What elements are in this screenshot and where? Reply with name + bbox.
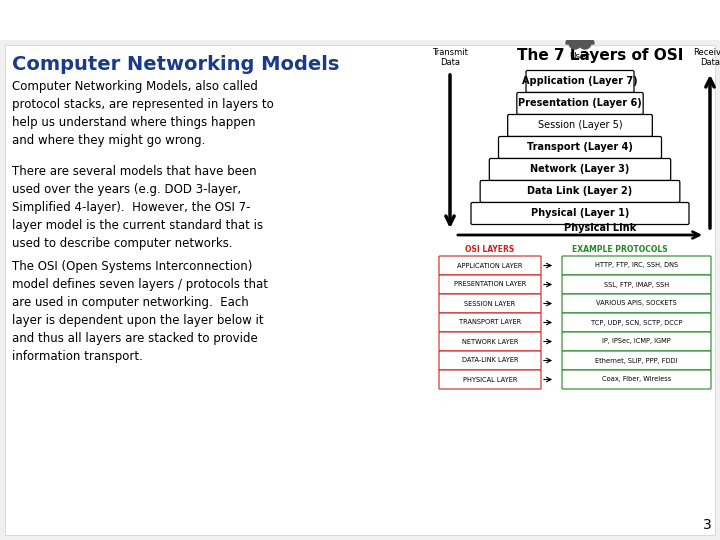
FancyBboxPatch shape (439, 313, 541, 332)
FancyBboxPatch shape (526, 71, 634, 92)
Text: DATA-LINK LAYER: DATA-LINK LAYER (462, 357, 518, 363)
FancyBboxPatch shape (439, 256, 541, 275)
Wedge shape (566, 35, 584, 44)
Text: NETWORK LAYER: NETWORK LAYER (462, 339, 518, 345)
Text: User: User (570, 52, 590, 61)
FancyBboxPatch shape (562, 275, 711, 294)
Text: SSL, FTP, IMAP, SSH: SSL, FTP, IMAP, SSH (604, 281, 669, 287)
Text: OSI LAYERS: OSI LAYERS (465, 245, 515, 254)
Text: Application (Layer 7): Application (Layer 7) (522, 77, 638, 86)
FancyBboxPatch shape (562, 370, 711, 389)
Text: SESSION LAYER: SESSION LAYER (464, 300, 516, 307)
FancyBboxPatch shape (562, 294, 711, 313)
FancyBboxPatch shape (562, 351, 711, 370)
Text: The 7 Layers of OSI: The 7 Layers of OSI (517, 48, 683, 63)
FancyBboxPatch shape (439, 370, 541, 389)
Text: TCP, UDP, SCN, SCTP, DCCP: TCP, UDP, SCN, SCTP, DCCP (590, 320, 683, 326)
Text: Presentation (Layer 6): Presentation (Layer 6) (518, 98, 642, 109)
FancyBboxPatch shape (471, 202, 689, 225)
Text: APPLICATION LAYER: APPLICATION LAYER (457, 262, 523, 268)
Text: Computer Networking Models, also called
protocol stacks, are represented in laye: Computer Networking Models, also called … (12, 80, 274, 147)
FancyBboxPatch shape (562, 256, 711, 275)
Text: Network Fundamentals: Network Fundamentals (556, 14, 706, 26)
FancyBboxPatch shape (480, 180, 680, 202)
Text: Transport (Layer 4): Transport (Layer 4) (527, 143, 633, 152)
FancyBboxPatch shape (439, 351, 541, 370)
Text: There are several models that have been
used over the years (e.g. DOD 3-layer,
S: There are several models that have been … (12, 165, 263, 250)
Text: @alt_hier presents: @alt_hier presents (14, 14, 150, 26)
Text: EXAMPLE PROTOCOLS: EXAMPLE PROTOCOLS (572, 245, 668, 254)
Text: Session (Layer 5): Session (Layer 5) (538, 120, 622, 131)
FancyBboxPatch shape (508, 114, 652, 137)
Text: Receive
Data: Receive Data (693, 48, 720, 67)
Text: 3: 3 (703, 518, 712, 532)
FancyBboxPatch shape (498, 137, 662, 159)
Circle shape (569, 37, 581, 49)
FancyBboxPatch shape (517, 92, 643, 114)
Text: Physical Link: Physical Link (564, 223, 636, 233)
Text: Computer Networking Models: Computer Networking Models (12, 55, 339, 74)
Text: PHYSICAL LAYER: PHYSICAL LAYER (463, 376, 517, 382)
Text: Data Link (Layer 2): Data Link (Layer 2) (527, 186, 633, 197)
Wedge shape (576, 35, 594, 44)
Text: Network (Layer 3): Network (Layer 3) (531, 165, 630, 174)
FancyBboxPatch shape (562, 313, 711, 332)
Text: Ethernet, SLIP, PPP, FDDI: Ethernet, SLIP, PPP, FDDI (595, 357, 678, 363)
Text: The OSI (Open Systems Interconnection)
model defines seven layers / protocols th: The OSI (Open Systems Interconnection) m… (12, 260, 268, 363)
Text: Transmit
Data: Transmit Data (432, 48, 468, 67)
Text: TRANSPORT LAYER: TRANSPORT LAYER (459, 320, 521, 326)
Text: PRESENTATION LAYER: PRESENTATION LAYER (454, 281, 526, 287)
FancyBboxPatch shape (490, 159, 670, 180)
FancyBboxPatch shape (439, 294, 541, 313)
Text: Coax, Fiber, Wireless: Coax, Fiber, Wireless (602, 376, 671, 382)
FancyBboxPatch shape (439, 332, 541, 351)
Text: IP, IPSec, ICMP, IGMP: IP, IPSec, ICMP, IGMP (602, 339, 671, 345)
Text: HTTP, FTP, IRC, SSH, DNS: HTTP, FTP, IRC, SSH, DNS (595, 262, 678, 268)
FancyBboxPatch shape (439, 275, 541, 294)
Text: VARIOUS APIS, SOCKETS: VARIOUS APIS, SOCKETS (596, 300, 677, 307)
FancyBboxPatch shape (562, 332, 711, 351)
Circle shape (579, 37, 591, 49)
Text: Physical (Layer 1): Physical (Layer 1) (531, 208, 629, 219)
